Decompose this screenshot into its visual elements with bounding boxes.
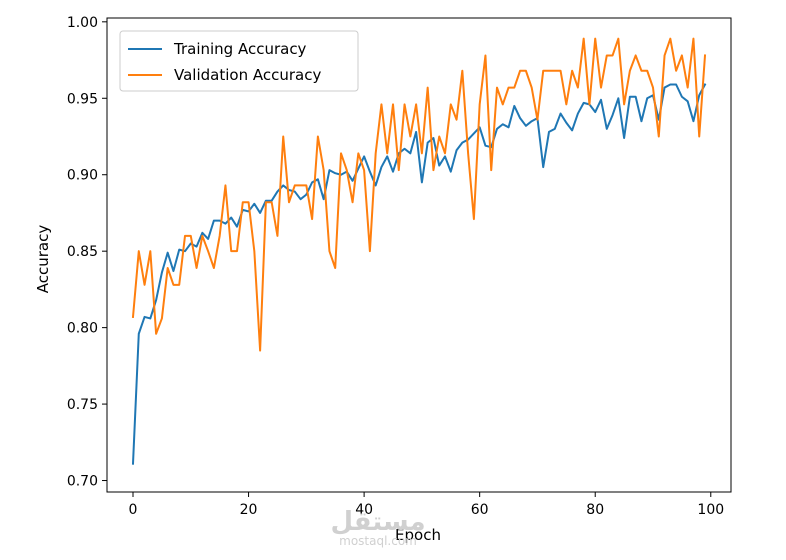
legend: Training Accuracy Validation Accuracy <box>119 30 359 92</box>
data-series <box>131 37 707 465</box>
watermark-url: mostaql.com <box>339 534 417 548</box>
watermark-logo: مستقل <box>330 507 425 537</box>
x-tick-label: 100 <box>697 502 724 518</box>
y-tick-label: 1.00 <box>67 15 98 31</box>
x-axis-ticks: 0 20 40 60 80 100 <box>129 492 724 518</box>
y-tick-label: 0.85 <box>67 244 98 260</box>
x-tick-label: 0 <box>129 502 138 518</box>
y-axis-title: Accuracy <box>34 225 52 294</box>
y-tick-label: 0.90 <box>67 168 98 184</box>
legend-label: Validation Accuracy <box>174 66 321 84</box>
legend-label: Training Accuracy <box>173 40 307 58</box>
y-axis-ticks: 0.70 0.75 0.80 0.85 0.90 0.95 1.00 <box>67 15 107 490</box>
x-tick-label: 20 <box>240 502 258 518</box>
y-tick-label: 0.80 <box>67 321 98 337</box>
y-tick-label: 0.95 <box>67 91 98 107</box>
x-tick-label: 80 <box>586 502 604 518</box>
x-axis-title: Epoch <box>395 526 441 544</box>
legend-box <box>119 30 359 92</box>
series-line-validation-accuracy <box>131 37 707 352</box>
plot-frame <box>106 17 732 493</box>
watermark: مستقل mostaql.com <box>330 507 425 548</box>
y-tick-label: 0.70 <box>67 474 98 490</box>
x-tick-label: 40 <box>355 502 373 518</box>
y-tick-label: 0.75 <box>67 397 98 413</box>
x-tick-label: 60 <box>471 502 489 518</box>
